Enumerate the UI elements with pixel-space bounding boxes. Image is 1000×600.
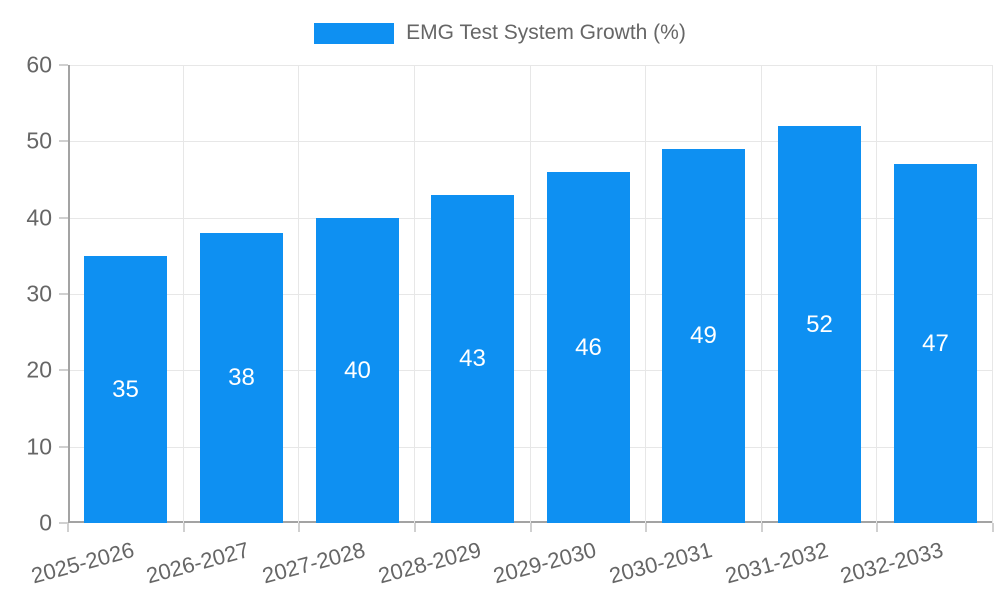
y-tick-label: 50: [26, 127, 52, 154]
bar-value-label: 52: [806, 310, 833, 338]
v-gridline: [414, 65, 415, 523]
x-tick-mark: [645, 523, 647, 532]
x-tick-label-2027-2028: 2027-2028: [259, 537, 368, 589]
y-tick-label: 0: [39, 509, 52, 536]
v-gridline: [992, 65, 993, 523]
bar-2025-2026[interactable]: 35: [84, 256, 167, 523]
x-tick-mark: [414, 523, 416, 532]
y-tick-label: 10: [26, 433, 52, 460]
bar-2026-2027[interactable]: 38: [200, 233, 283, 523]
y-axis-line: [68, 65, 70, 523]
x-tick-label-2029-2030: 2029-2030: [490, 537, 599, 589]
x-tick-label-2025-2026: 2025-2026: [28, 537, 137, 589]
y-tick-mark: [59, 369, 68, 371]
bar-2032-2033[interactable]: 47: [894, 164, 977, 523]
x-tick-label-2031-2032: 2031-2032: [722, 537, 831, 589]
y-tick-mark: [59, 140, 68, 142]
x-tick-mark: [761, 523, 763, 532]
v-gridline: [530, 65, 531, 523]
y-tick-label: 60: [26, 51, 52, 78]
v-gridline: [298, 65, 299, 523]
v-gridline: [761, 65, 762, 523]
legend-swatch: [314, 22, 395, 44]
x-tick-label-2032-2033: 2032-2033: [837, 537, 946, 589]
bar-2027-2028[interactable]: 40: [316, 218, 399, 523]
v-gridline: [876, 65, 877, 523]
x-tick-label-2026-2027: 2026-2027: [143, 537, 252, 589]
bar-value-label: 35: [112, 375, 139, 403]
bar-2029-2030[interactable]: 46: [547, 172, 630, 523]
y-tick-mark: [59, 217, 68, 219]
x-tick-label-2028-2029: 2028-2029: [375, 537, 484, 589]
bar-2030-2031[interactable]: 49: [662, 149, 745, 523]
bar-value-label: 40: [344, 356, 371, 384]
y-tick-label: 30: [26, 280, 52, 307]
y-tick-mark: [59, 293, 68, 295]
bar-value-label: 49: [690, 322, 717, 349]
y-tick-mark: [59, 522, 68, 524]
y-tick-mark: [59, 446, 68, 448]
x-tick-mark: [67, 523, 69, 532]
bar-value-label: 47: [922, 329, 949, 357]
bar-value-label: 38: [228, 364, 255, 391]
x-tick-mark: [992, 523, 994, 532]
x-tick-mark: [183, 523, 185, 532]
bar-value-label: 46: [575, 333, 602, 361]
legend-item[interactable]: EMG Test System Growth (%): [314, 21, 686, 45]
y-tick-label: 20: [26, 356, 52, 383]
v-gridline: [183, 65, 184, 523]
bar-value-label: 43: [459, 345, 486, 372]
bar-2028-2029[interactable]: 43: [431, 195, 514, 523]
plot-area: 0 10 20 30 40 50 60 35 38 40 43 46 49 52 47 2025-2026 20…: [26, 52, 994, 588]
x-tick-label-2030-2031: 2030-2031: [606, 537, 715, 589]
v-gridline: [645, 65, 646, 523]
y-tick-label: 40: [26, 204, 52, 231]
x-tick-mark: [298, 523, 300, 532]
legend: EMG Test System Growth (%): [0, 21, 1000, 45]
x-tick-mark: [876, 523, 878, 532]
x-tick-mark: [530, 523, 532, 532]
bar-2031-2032[interactable]: 52: [778, 126, 861, 523]
legend-label: EMG Test System Growth (%): [406, 21, 686, 44]
y-tick-mark: [59, 64, 68, 66]
